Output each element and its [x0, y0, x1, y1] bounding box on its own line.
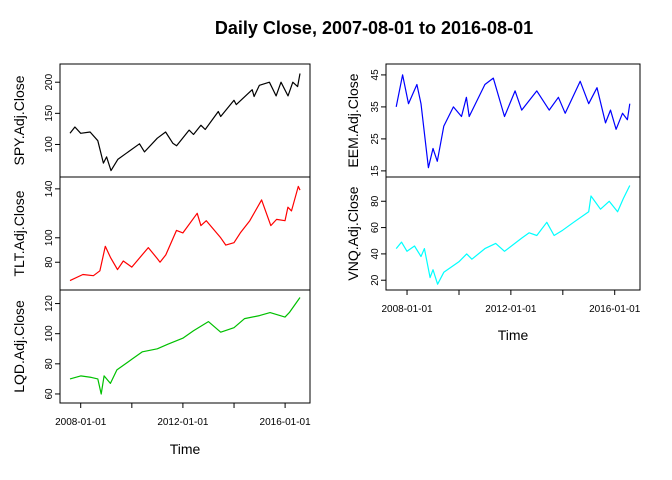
x-tick-label: 2008-01-01: [381, 304, 433, 315]
spy-adj-close-panel-frame: [59, 63, 311, 178]
chart-title: Daily Close, 2007-08-01 to 2016-08-01: [215, 18, 533, 38]
eem-adj-close-panel-frame: [385, 63, 641, 178]
lqd-adj-close-y-tick-label: 120: [44, 295, 55, 312]
x-axis-label: Time: [170, 441, 201, 457]
x-tick-label: 2012-01-01: [157, 417, 209, 428]
spy-adj-close-y-tick-label: 200: [44, 73, 55, 90]
spy-adj-close-series-line: [69, 73, 301, 172]
vnq-adj-close-y-tick-label: 40: [370, 248, 381, 260]
eem-adj-close-y-tick-label: 35: [370, 101, 381, 113]
lqd-adj-close-series-line: [69, 297, 301, 395]
vnq-adj-close-y-tick-label: 20: [370, 274, 381, 286]
tlt-adj-close-y-axis-label: TLT.Adj.Close: [11, 190, 27, 276]
lqd-adj-close-y-axis-label: LQD.Adj.Close: [11, 300, 27, 393]
tlt-adj-close-y-tick-label: 140: [44, 180, 55, 197]
tlt-adj-close-series-line: [69, 185, 301, 282]
x-tick-label: 2012-01-01: [485, 304, 537, 315]
eem-adj-close-y-tick-label: 25: [370, 133, 381, 145]
vnq-adj-close-series-line: [395, 185, 631, 285]
eem-adj-close-y-axis-label: EEM.Adj.Close: [345, 73, 361, 167]
spy-adj-close-y-tick-label: 150: [44, 105, 55, 122]
eem-adj-close-y-tick-label: 45: [370, 69, 381, 81]
eem-adj-close-series-line: [395, 74, 631, 169]
spy-adj-close-y-axis-label: SPY.Adj.Close: [11, 75, 27, 165]
vnq-adj-close-y-tick-label: 80: [370, 195, 381, 207]
lqd-adj-close-y-tick-label: 80: [44, 358, 55, 370]
lqd-adj-close-y-tick-label: 100: [44, 325, 55, 342]
spy-adj-close-y-tick-label: 100: [44, 136, 55, 153]
x-tick-label: 2008-01-01: [55, 417, 107, 428]
eem-adj-close-y-tick-label: 15: [370, 165, 381, 177]
vnq-adj-close-y-axis-label: VNQ.Adj.Close: [345, 186, 361, 280]
plot-layer: 100 150 200 SPY.Adj.Close 80 100 140 TLT.Adj.Cl…: [11, 63, 641, 457]
vnq-adj-close-y-tick-label: 60: [370, 222, 381, 234]
lqd-adj-close-y-tick-label: 60: [44, 388, 55, 400]
x-tick-label: 2016-01-01: [589, 304, 641, 315]
x-tick-label: 2016-01-01: [260, 417, 312, 428]
x-axis-label: Time: [498, 327, 529, 343]
vnq-adj-close-panel-frame: [385, 176, 641, 291]
lqd-adj-close-panel-frame: [59, 289, 311, 404]
tlt-adj-close-y-tick-label: 100: [44, 229, 55, 246]
tlt-adj-close-y-tick-label: 80: [44, 256, 55, 268]
